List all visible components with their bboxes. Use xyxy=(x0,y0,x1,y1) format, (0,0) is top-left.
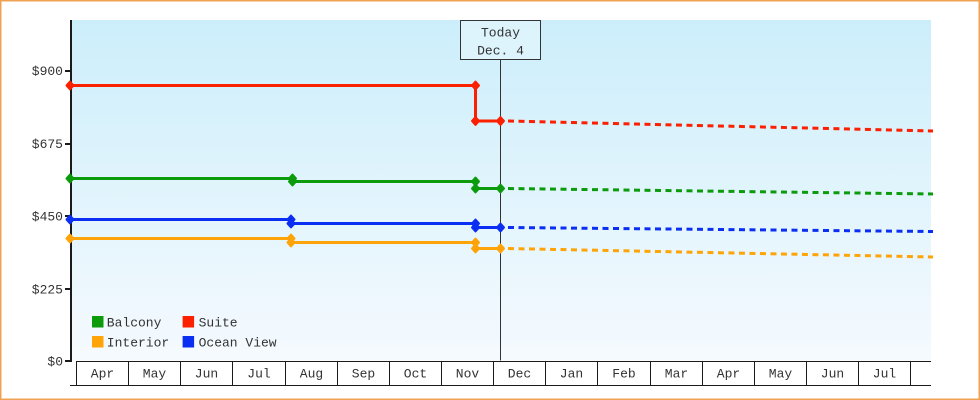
svg-text:$0: $0 xyxy=(47,355,63,370)
svg-text:$450: $450 xyxy=(32,210,63,225)
svg-text:Aug: Aug xyxy=(300,367,323,382)
svg-text:Apr: Apr xyxy=(91,367,114,382)
svg-text:Today: Today xyxy=(481,26,520,41)
svg-text:Ocean View: Ocean View xyxy=(199,335,277,350)
svg-text:Feb: Feb xyxy=(612,367,635,382)
svg-text:Jan: Jan xyxy=(560,367,583,382)
svg-text:Jun: Jun xyxy=(195,367,218,382)
svg-text:Interior: Interior xyxy=(107,335,169,350)
svg-text:Jun: Jun xyxy=(821,367,844,382)
svg-text:$675: $675 xyxy=(32,137,63,152)
svg-text:Suite: Suite xyxy=(199,315,238,330)
svg-text:Mar: Mar xyxy=(665,367,688,382)
svg-text:$900: $900 xyxy=(32,64,63,79)
svg-text:$225: $225 xyxy=(32,282,63,297)
svg-text:Jul: Jul xyxy=(247,367,271,382)
svg-text:Nov: Nov xyxy=(456,367,480,382)
svg-text:Apr: Apr xyxy=(717,367,740,382)
svg-text:Dec: Dec xyxy=(508,367,531,382)
svg-text:Balcony: Balcony xyxy=(107,315,162,330)
svg-text:Jul: Jul xyxy=(873,367,897,382)
svg-text:Oct: Oct xyxy=(404,367,427,382)
svg-text:Dec. 4: Dec. 4 xyxy=(477,44,524,59)
svg-text:May: May xyxy=(769,367,793,382)
svg-text:Sep: Sep xyxy=(352,367,375,382)
svg-text:May: May xyxy=(143,367,167,382)
